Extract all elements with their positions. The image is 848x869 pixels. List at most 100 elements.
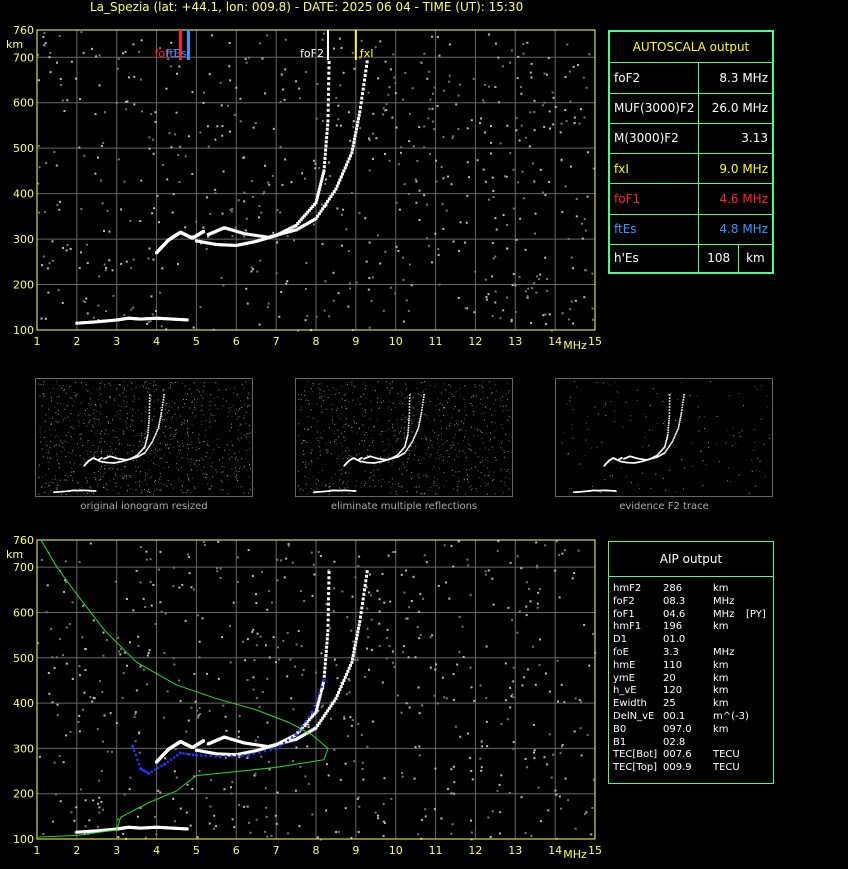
noise-speckle	[438, 283, 441, 286]
thumb-noise	[47, 468, 49, 470]
noise-speckle	[108, 230, 111, 233]
trace-x-point	[239, 231, 243, 235]
thumb-noise	[193, 486, 195, 488]
thumb-noise	[205, 476, 207, 478]
thumb-trace-point	[145, 440, 148, 442]
noise-speckle	[37, 53, 40, 56]
thumb-noise	[47, 449, 49, 451]
noise-speckle	[119, 653, 122, 656]
aip-param-unit: MHz	[713, 608, 735, 620]
thumb-noise	[152, 443, 154, 445]
thumb-noise	[315, 483, 317, 485]
thumb-noise	[181, 423, 183, 425]
thumb-noise	[620, 467, 622, 469]
noise-speckle	[325, 809, 328, 812]
noise-speckle	[155, 833, 158, 836]
thumb-noise	[209, 488, 211, 490]
thumb-noise	[72, 405, 74, 407]
trace-o-point	[228, 752, 232, 756]
thumb-trace-point	[113, 456, 116, 459]
thumb-noise	[406, 396, 408, 398]
thumb-trace-point	[648, 458, 651, 460]
thumb-trace-point	[628, 461, 631, 464]
thumb-noise	[202, 472, 204, 474]
noise-speckle	[335, 97, 338, 100]
noise-speckle	[509, 686, 512, 689]
thumb-noise	[358, 428, 360, 430]
thumb-noise	[463, 440, 465, 442]
thumb-noise	[670, 392, 672, 394]
x-tick-label: 10	[389, 335, 403, 348]
trace-o-point	[301, 725, 305, 729]
thumb-trace-point	[418, 421, 421, 424]
trace-o-point	[213, 752, 217, 756]
thumb-noise	[108, 468, 110, 470]
thumb-noise	[120, 406, 122, 408]
noise-speckle	[588, 664, 591, 667]
noise-speckle	[40, 558, 43, 561]
noise-speckle	[519, 85, 522, 88]
trace-es-point	[88, 320, 92, 324]
x-tick-label: 15	[588, 844, 602, 857]
trace-o-point	[326, 629, 330, 633]
thumb-noise	[432, 447, 434, 449]
trace-x-point	[339, 684, 343, 688]
thumb-noise	[443, 383, 445, 385]
thumb-noise	[163, 389, 165, 391]
noise-speckle	[383, 821, 386, 824]
thumb-trace-point	[637, 461, 640, 463]
noise-speckle	[333, 587, 336, 590]
thumb-noise	[168, 447, 170, 449]
thumb-noise	[328, 389, 330, 391]
noise-speckle	[358, 555, 361, 558]
y-tick-label: 600	[13, 97, 34, 110]
trace-o-point	[226, 752, 230, 756]
trace-x-point	[331, 192, 335, 196]
thumb-noise	[240, 486, 242, 488]
thumb-noise	[447, 397, 449, 399]
noise-speckle	[86, 262, 89, 265]
noise-speckle	[442, 227, 445, 230]
thumb-noise	[88, 402, 90, 404]
thumb-noise	[169, 443, 171, 445]
noise-speckle	[197, 614, 200, 617]
noise-speckle	[298, 87, 301, 90]
y-tick-label: 100	[13, 833, 34, 846]
noise-speckle	[516, 77, 519, 80]
noise-speckle	[232, 601, 235, 604]
trace-o-point	[323, 666, 327, 670]
thumb-noise	[181, 422, 183, 424]
thumb-noise	[479, 462, 481, 464]
thumb-trace-point	[667, 434, 669, 436]
thumb-noise	[468, 448, 470, 450]
noise-speckle	[487, 569, 490, 572]
noise-speckle	[237, 199, 240, 202]
noise-speckle	[124, 50, 127, 53]
thumb-noise	[83, 493, 85, 495]
trace-o-point	[204, 750, 208, 754]
thumb-noise	[210, 466, 212, 468]
trace-x-point	[359, 101, 363, 105]
noise-speckle	[84, 647, 87, 650]
thumb-noise	[160, 413, 162, 415]
thumb-noise	[124, 466, 126, 468]
thumb-noise	[344, 440, 346, 442]
noise-speckle	[367, 91, 370, 94]
trace-x-point	[232, 229, 236, 233]
thumb-noise	[731, 444, 733, 446]
noise-speckle	[243, 191, 246, 194]
noise-speckle	[111, 269, 114, 272]
thumb-noise	[440, 402, 442, 404]
thumb-noise	[413, 459, 415, 461]
thumb-noise	[454, 424, 456, 426]
noise-speckle	[443, 696, 446, 699]
thumb-noise	[474, 383, 476, 385]
thumb-noise	[90, 393, 92, 395]
thumb-noise	[388, 406, 390, 408]
thumb-noise	[95, 418, 97, 420]
thumb-trace-point	[372, 462, 375, 464]
noise-speckle	[348, 691, 351, 694]
thumb-trace-point	[407, 429, 410, 431]
noise-speckle	[539, 273, 542, 276]
thumb-noise	[462, 398, 464, 400]
